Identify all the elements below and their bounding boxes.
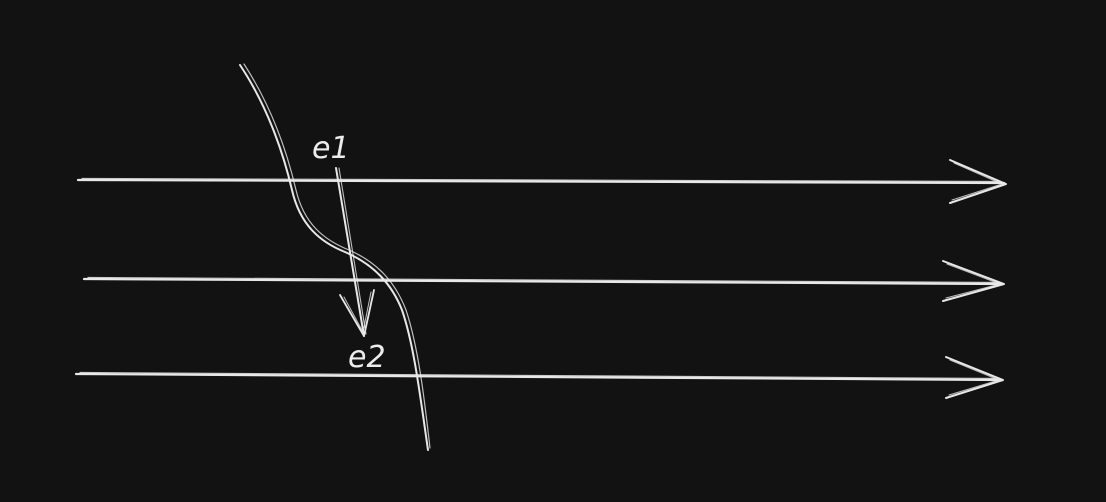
wavy-curve [239, 63, 431, 451]
label-e1: e1 [312, 131, 350, 166]
bottom-arrow [74, 356, 1004, 399]
top-arrow [76, 159, 1007, 204]
middle-arrow [82, 260, 1005, 302]
label-e2: e2 [348, 340, 386, 375]
e1-to-e2-arrow [335, 167, 375, 337]
